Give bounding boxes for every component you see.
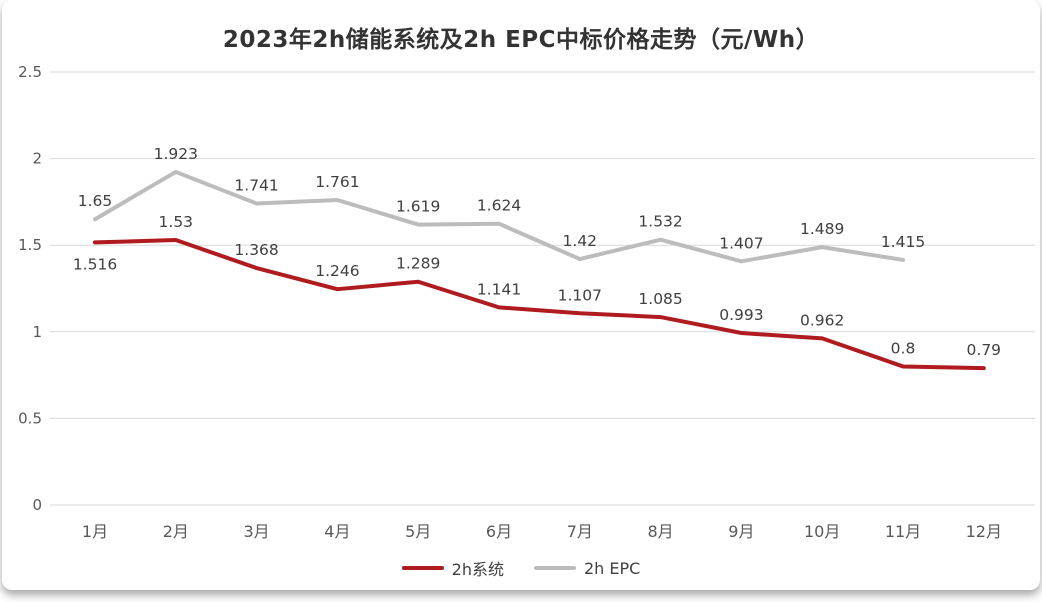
data-label: 1.368 [234,241,278,259]
data-label: 1.085 [638,290,682,308]
y-axis-tick-label: 0.5 [18,409,42,427]
data-label: 1.761 [315,173,359,191]
data-label: 1.42 [563,232,598,250]
data-label: 1.53 [159,213,194,231]
data-label: 1.289 [396,255,440,273]
legend-line-system-icon [401,566,444,570]
data-label: 0.962 [800,311,844,329]
x-axis-tick-label: 5月 [405,522,431,541]
x-axis-tick-label: 7月 [567,522,593,541]
x-axis-tick-label: 8月 [648,522,674,541]
series-line-system [93,238,986,371]
data-label: 1.619 [396,198,440,216]
data-label: 1.532 [638,213,682,231]
data-label: 0.993 [719,306,763,324]
line-chart: 0 0.5 1 1.5 2 2.5 1月 2月 3月 4月 5月 6月 7月 8月 9月 10月 11月 12月 1… [18,63,1035,541]
data-label: 1.141 [477,280,521,298]
legend-item-system: 2h系统 [401,556,504,580]
y-axis-tick-label: 1 [32,323,42,341]
x-axis-tick-label: 1月 [82,522,108,541]
series-line-epc [93,169,905,264]
x-axis-tick-label: 2月 [163,522,189,541]
y-axis-tick-label: 1.5 [18,236,42,254]
y-axis-tick-label: 0 [32,496,42,514]
x-axis-tick-label: 9月 [728,522,754,541]
data-label: 1.516 [73,255,117,273]
data-label: 1.624 [477,197,521,215]
legend-label-system: 2h系统 [451,560,504,579]
y-axis-tick-label: 2 [32,150,42,168]
x-axis-tick-label: 4月 [324,522,350,541]
chart-title: 2023年2h储能系统及2h EPC中标价格走势（元/Wh） [222,27,820,53]
data-label: 1.923 [154,145,198,163]
data-label: 1.415 [881,233,925,251]
data-label: 1.741 [234,176,278,194]
x-axis-tick-label: 11月 [885,522,921,541]
chart-legend: 2h系统 2h EPC [2,556,1040,580]
legend-label-epc: 2h EPC [583,558,641,578]
legend-item-epc: 2h EPC [533,558,641,578]
data-label: 0.79 [967,341,1002,359]
x-axis-tick-label: 12月 [966,522,1002,541]
chart-card: 2023年2h储能系统及2h EPC中标价格走势（元/Wh） 0 0.5 1 1.5 2… [2,0,1040,590]
data-label: 1.407 [719,234,763,252]
data-label: 1.65 [78,192,113,210]
data-label: 0.8 [891,339,916,357]
x-axis-tick-label: 3月 [244,522,270,541]
legend-line-epc-icon [533,566,576,570]
x-axis-tick-label: 10月 [804,522,840,541]
data-label: 1.246 [315,262,359,280]
y-axis-tick-label: 2.5 [18,63,42,81]
data-label: 1.489 [800,220,844,238]
data-label: 1.107 [558,286,602,304]
x-axis-tick-label: 6月 [486,522,512,541]
